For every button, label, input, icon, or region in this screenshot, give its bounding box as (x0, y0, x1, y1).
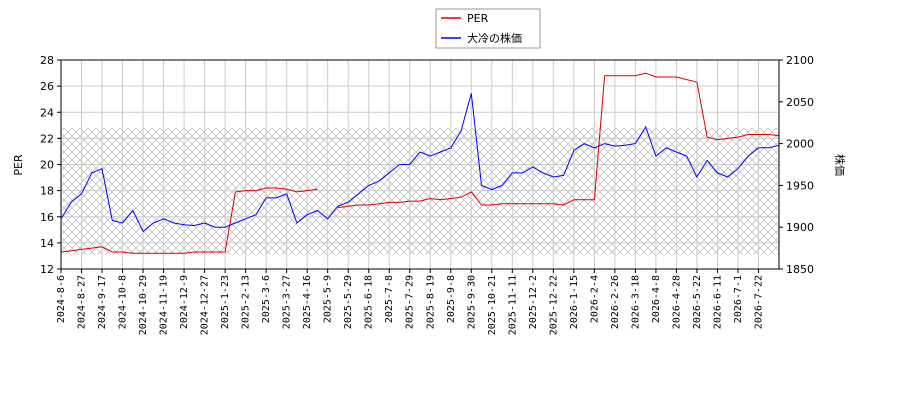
y-tick-label: 16 (40, 211, 54, 224)
y-axis-label: PER (12, 154, 25, 176)
y-tick-label: 14 (40, 237, 54, 250)
x-tick-label: 2024-8-27 (77, 275, 88, 329)
x-tick-label: 2025-4-16 (302, 275, 313, 329)
x-tick-label: 2025-10-21 (487, 275, 498, 335)
x-tick-label: 2025-9-30 (466, 275, 477, 329)
x-tick-label: 2024-8-6 (56, 275, 67, 323)
x-tick-label: 2025-3-27 (282, 275, 293, 329)
x-tick-label: 2025-6-18 (364, 275, 375, 329)
x-tick-label: 2025-7-8 (384, 275, 395, 323)
x-tick-label: 2025-9-8 (446, 275, 457, 323)
y2-tick-label: 2050 (786, 96, 814, 109)
x-tick-label: 2025-1-23 (220, 275, 231, 329)
x-tick-label: 2026-5-22 (692, 275, 703, 329)
y-tick-label: 26 (40, 80, 54, 93)
x-tick-label: 2024-12-9 (179, 275, 190, 329)
x-tick-label: 2024-11-19 (159, 275, 170, 335)
y-tick-label: 20 (40, 159, 54, 172)
x-tick-label: 2025-5-9 (323, 275, 334, 323)
x-tick-label: 2025-12-2 (528, 275, 539, 329)
x-tick-label: 2026-2-26 (610, 275, 621, 329)
x-tick-label: 2024-10-8 (118, 275, 129, 329)
x-tick-label: 2026-3-18 (630, 275, 641, 329)
x-tick-label: 2025-12-22 (548, 275, 559, 335)
x-tick-label: 2024-12-27 (200, 275, 211, 335)
x-tick-label: 2025-5-29 (343, 275, 354, 329)
y-tick-label: 24 (40, 106, 54, 119)
x-tick-label: 2026-2-4 (589, 275, 600, 323)
y2-tick-label: 1900 (786, 221, 814, 234)
x-tick-label: 2025-11-11 (507, 275, 518, 335)
legend: PER 大冷の株価 (435, 8, 541, 49)
x-tick-label: 2025-3-6 (261, 275, 272, 323)
x-tick-label: 2026-7-22 (753, 275, 764, 329)
x-tick-label: 2026-6-11 (712, 275, 723, 329)
x-tick-label: 2025-8-19 (425, 275, 436, 329)
y2-axis-label: 株価 (833, 154, 847, 176)
y2-tick-label: 2100 (786, 54, 814, 67)
plot-frame (60, 59, 780, 270)
y2-tick-label: 2000 (786, 138, 814, 151)
y2-tick-label: 1850 (786, 263, 814, 276)
y2-tick-label: 1950 (786, 179, 814, 192)
y-tick-label: 12 (40, 263, 54, 276)
legend-label: PER (467, 12, 489, 25)
legend-label: 大冷の株価 (467, 31, 522, 45)
x-tick-label: 2026-4-28 (671, 275, 682, 329)
shaded-band (61, 127, 779, 255)
x-tick-label: 2025-2-13 (241, 275, 252, 329)
x-tick-label: 2024-10-29 (138, 275, 149, 335)
x-tick-label: 2025-7-29 (405, 275, 416, 329)
x-tick-label: 2026-1-15 (569, 275, 580, 329)
y-tick-label: 18 (40, 185, 54, 198)
x-tick-label: 2026-4-8 (651, 275, 662, 323)
y-tick-label: 28 (40, 54, 54, 67)
x-tick-label: 2026-7-1 (733, 275, 744, 323)
series-line (60, 93, 780, 233)
x-tick-label: 2024-9-17 (97, 275, 108, 329)
series-line (60, 72, 780, 254)
y-tick-label: 22 (40, 132, 54, 145)
